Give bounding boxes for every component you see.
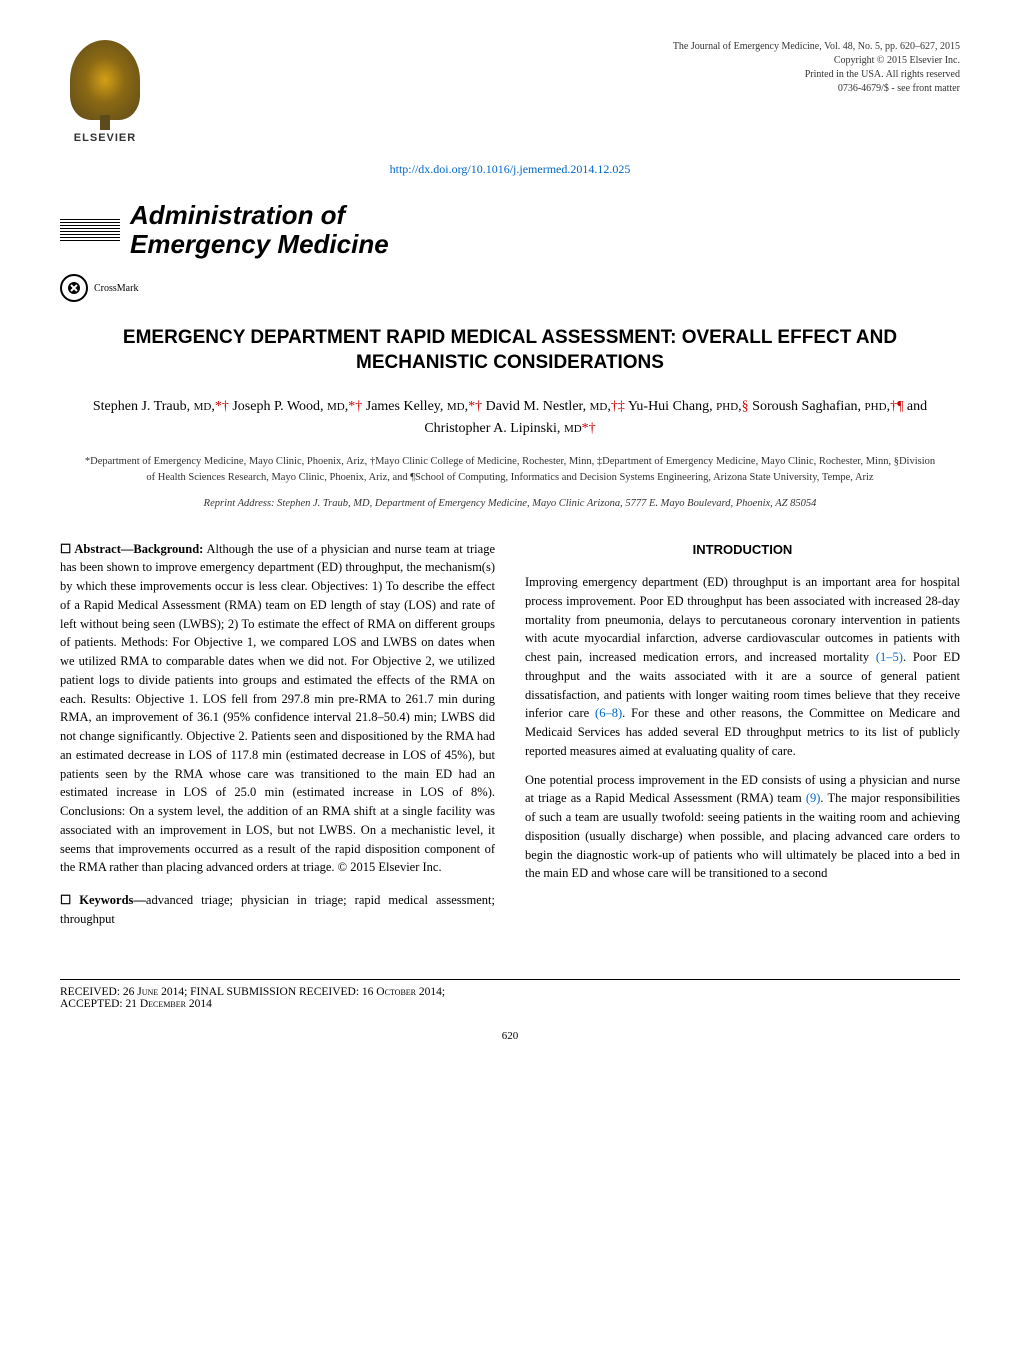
- elsevier-logo: ELSEVIER: [60, 40, 150, 150]
- abstract: ☐ Abstract—Background: Although the use …: [60, 540, 495, 878]
- publisher-name: ELSEVIER: [74, 132, 136, 144]
- left-column: ☐ Abstract—Background: Although the use …: [60, 540, 495, 939]
- ref-link-9[interactable]: (9): [806, 791, 821, 805]
- journal-info: The Journal of Emergency Medicine, Vol. …: [673, 40, 960, 96]
- crossmark-badge[interactable]: CrossMark: [60, 274, 960, 302]
- keywords-prefix: ☐ Keywords—: [60, 893, 146, 907]
- abstract-prefix: ☐ Abstract—Background:: [60, 542, 203, 556]
- header-row: ELSEVIER The Journal of Emergency Medici…: [60, 40, 960, 150]
- journal-issn: 0736-4679/$ - see front matter: [673, 82, 960, 96]
- banner-line1: Administration of: [130, 201, 389, 230]
- journal-copyright: Copyright © 2015 Elsevier Inc.: [673, 54, 960, 68]
- author-list: Stephen J. Traub, MD,*† Joseph P. Wood, …: [80, 396, 940, 441]
- banner-text: Administration of Emergency Medicine: [130, 201, 389, 258]
- ref-link-1-5[interactable]: (1–5): [876, 650, 903, 664]
- received-dates: RECEIVED: 26 June 2014; FINAL SUBMISSION…: [60, 986, 960, 1010]
- ref-link-6-8[interactable]: (6–8): [595, 706, 622, 720]
- crossmark-icon: [60, 274, 88, 302]
- reprint-text: Reprint Address: Stephen J. Traub, MD, D…: [204, 498, 817, 509]
- section-banner: Administration of Emergency Medicine: [60, 201, 960, 258]
- keywords: ☐ Keywords—advanced triage; physician in…: [60, 891, 495, 929]
- footer-separator: [60, 979, 960, 980]
- elsevier-tree-icon: [70, 40, 140, 120]
- banner-lines-icon: [60, 217, 120, 243]
- accepted-line: ACCEPTED: 21 December 2014: [60, 998, 212, 1010]
- right-column: INTRODUCTION Improving emergency departm…: [525, 540, 960, 939]
- doi-link-row: http://dx.doi.org/10.1016/j.jemermed.201…: [60, 162, 960, 177]
- intro-para-2: One potential process improvement in the…: [525, 771, 960, 884]
- page-number: 620: [60, 1030, 960, 1042]
- article-title: EMERGENCY DEPARTMENT RAPID MEDICAL ASSES…: [100, 326, 920, 375]
- journal-citation: The Journal of Emergency Medicine, Vol. …: [673, 40, 960, 54]
- two-column-body: ☐ Abstract—Background: Although the use …: [60, 540, 960, 939]
- affiliations: *Department of Emergency Medicine, Mayo …: [80, 454, 940, 486]
- received-line: RECEIVED: 26 June 2014; FINAL SUBMISSION…: [60, 986, 445, 998]
- reprint-address: Reprint Address: Stephen J. Traub, MD, D…: [80, 496, 940, 512]
- abstract-body: Although the use of a physician and nurs…: [60, 542, 495, 875]
- introduction-heading: INTRODUCTION: [525, 540, 960, 560]
- crossmark-label: CrossMark: [94, 283, 138, 294]
- intro-para-1: Improving emergency department (ED) thro…: [525, 573, 960, 761]
- journal-print: Printed in the USA. All rights reserved: [673, 68, 960, 82]
- doi-link[interactable]: http://dx.doi.org/10.1016/j.jemermed.201…: [390, 162, 631, 176]
- banner-line2: Emergency Medicine: [130, 230, 389, 259]
